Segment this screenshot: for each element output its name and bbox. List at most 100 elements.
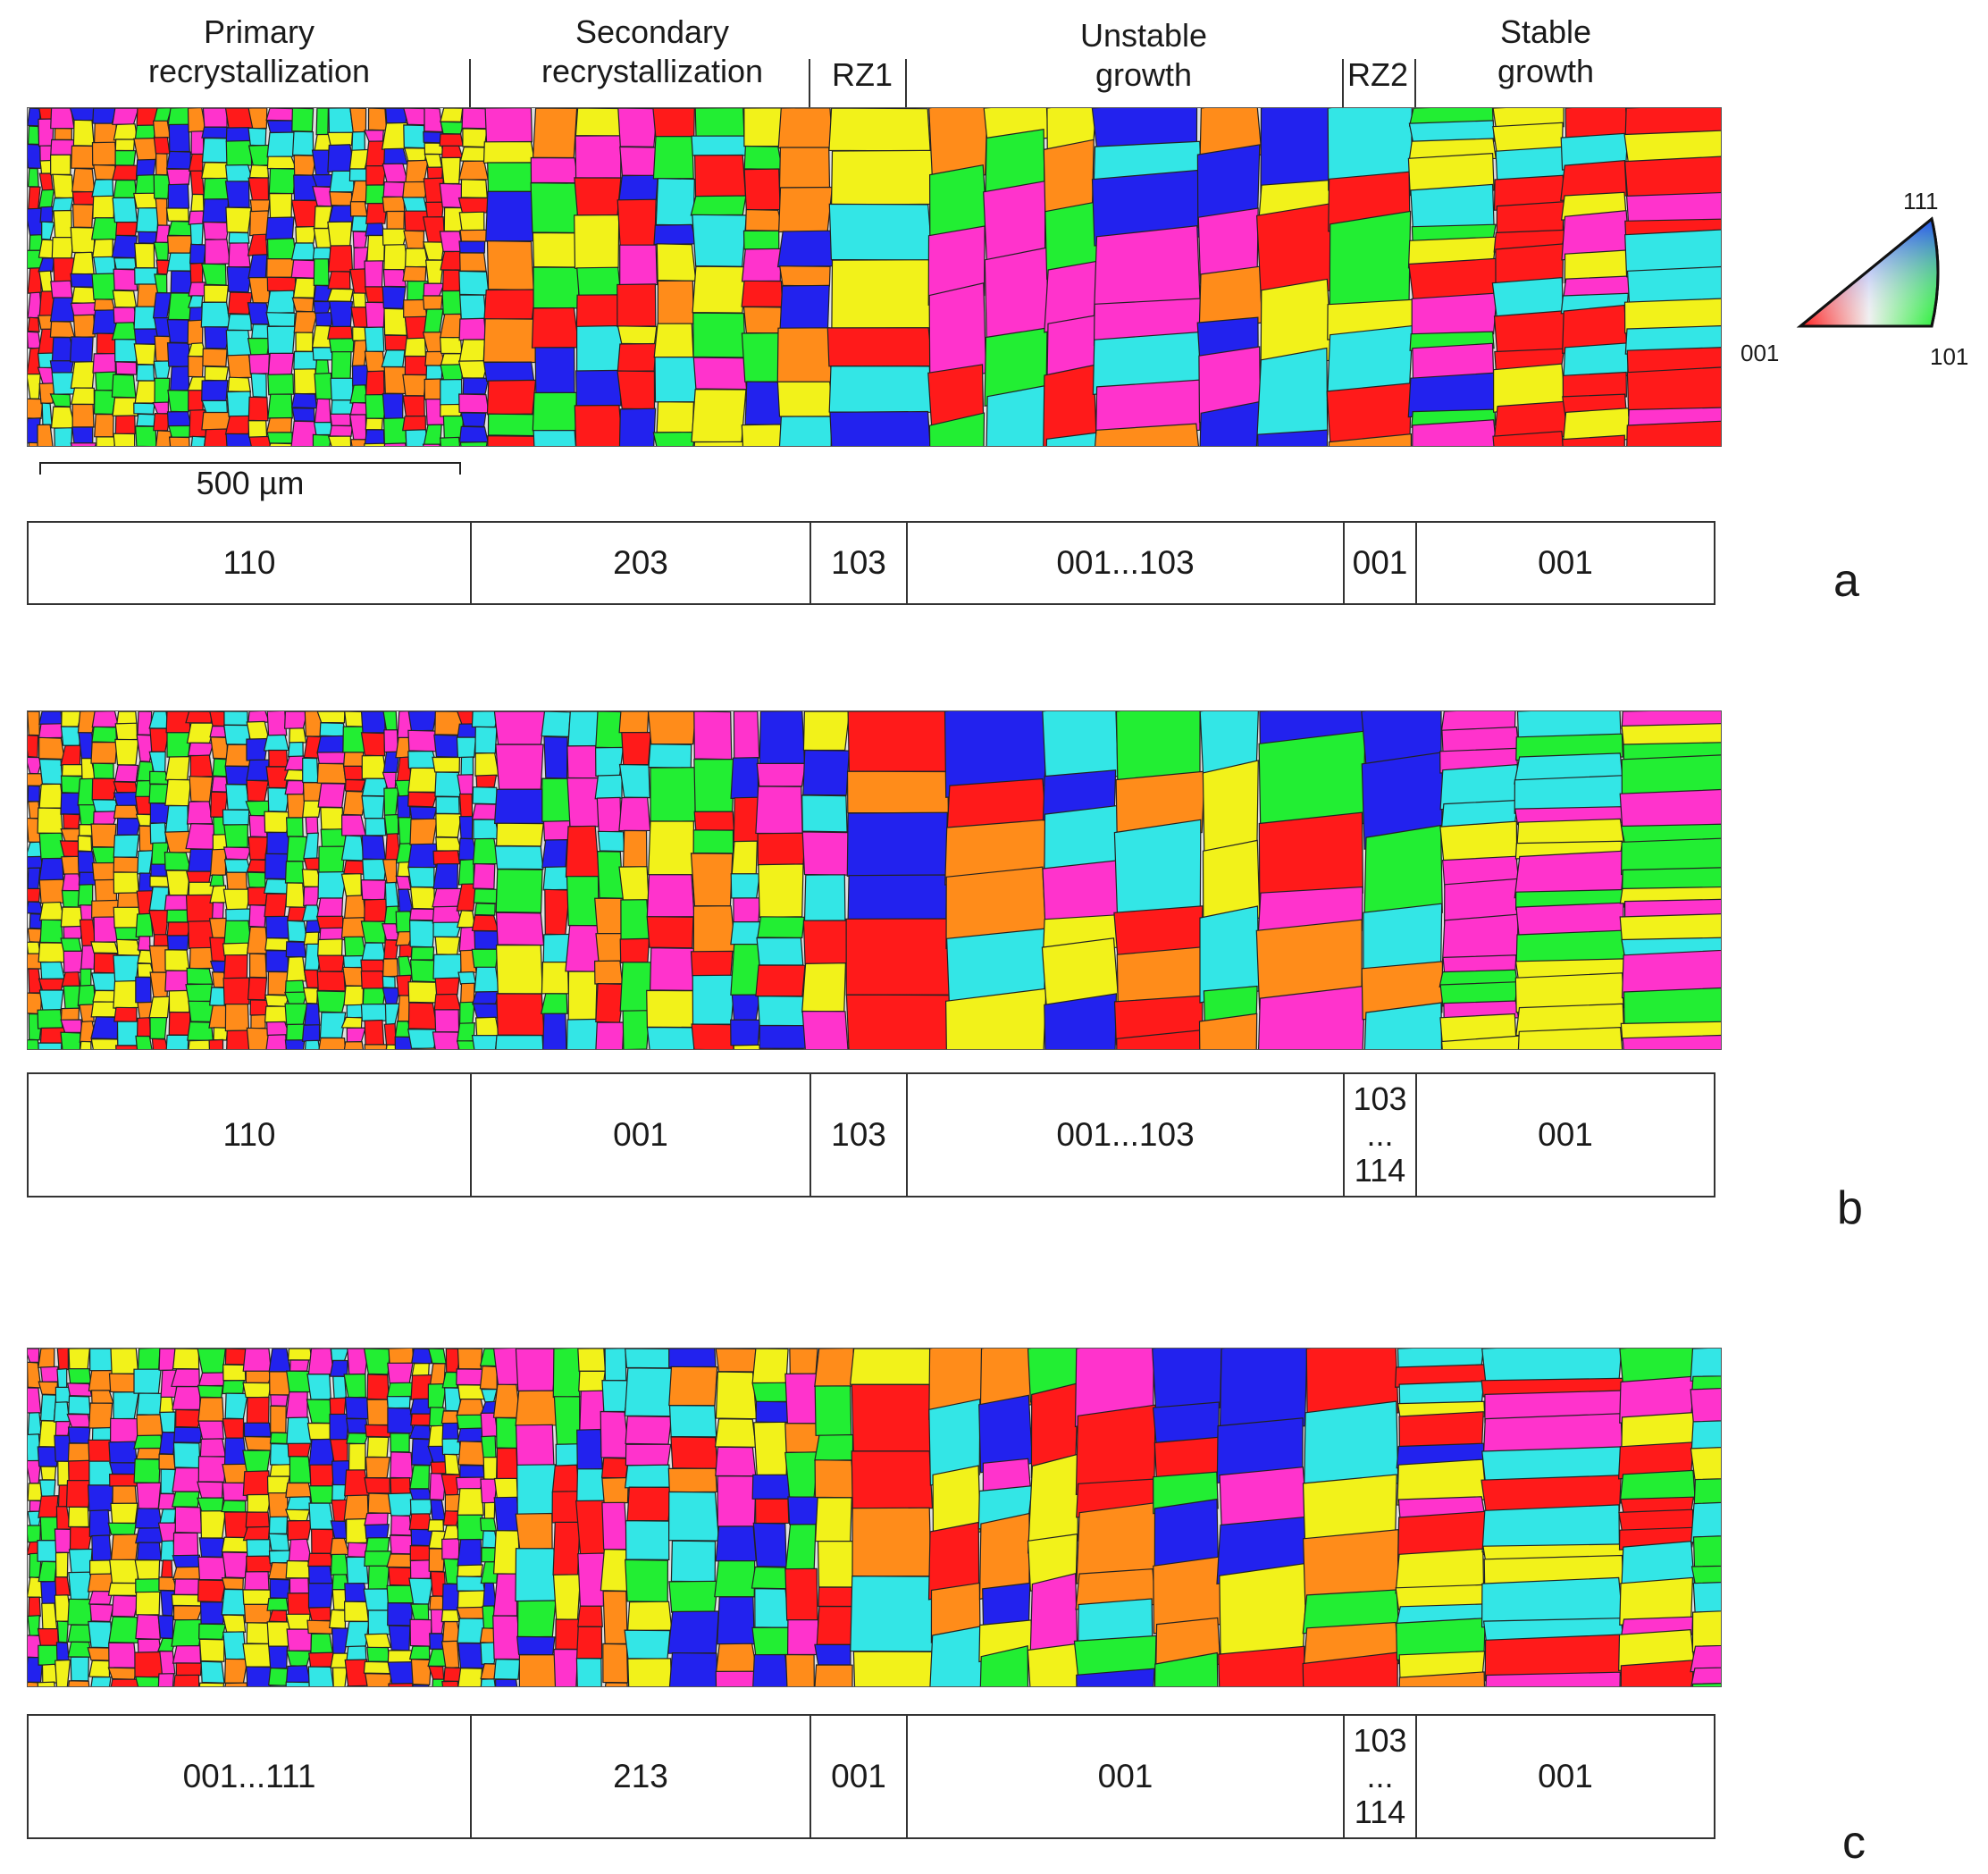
grain <box>112 1485 138 1505</box>
grain <box>165 870 191 896</box>
grain <box>38 382 56 405</box>
grain <box>472 862 496 890</box>
grain <box>814 1433 854 1462</box>
grain <box>250 1013 266 1029</box>
grain <box>330 413 351 427</box>
grain <box>409 1618 433 1647</box>
grain <box>329 190 354 206</box>
orientation-table-c: 001...111 213 001 001 103 ... 114 001 <box>27 1714 1715 1839</box>
grain <box>429 1472 447 1501</box>
grain <box>242 1589 272 1606</box>
grain <box>1440 1035 1521 1049</box>
grain <box>654 356 697 403</box>
zone-secondary-line1: Secondary <box>575 13 730 50</box>
grain <box>395 875 412 891</box>
grain <box>364 429 385 445</box>
grain <box>38 1381 59 1396</box>
grain <box>59 840 81 858</box>
grain <box>166 732 192 758</box>
zone-label-stable: Stable growth <box>1421 13 1671 91</box>
grain <box>204 366 230 382</box>
grain <box>407 1002 438 1030</box>
grain <box>72 119 95 147</box>
grain <box>169 366 190 391</box>
grain <box>164 755 190 781</box>
grain <box>38 189 55 209</box>
grain <box>268 1609 288 1623</box>
grain <box>28 1525 41 1543</box>
grain <box>246 1396 270 1424</box>
grain <box>430 1461 447 1475</box>
grain <box>544 888 571 936</box>
grain <box>166 411 192 427</box>
grain <box>269 442 296 446</box>
grain <box>70 302 97 317</box>
grain <box>91 179 114 197</box>
grain <box>366 234 386 262</box>
grain <box>49 360 75 374</box>
grain <box>285 1482 313 1499</box>
grain <box>185 711 214 724</box>
grain <box>174 1506 203 1534</box>
grain <box>37 1627 60 1646</box>
grain <box>49 321 76 339</box>
grain <box>567 971 598 1021</box>
grain <box>456 1368 484 1386</box>
grain <box>152 120 172 139</box>
stack-bot: 114 <box>1354 1152 1406 1189</box>
stack-mid: ... <box>1366 1758 1394 1794</box>
grain <box>185 894 215 922</box>
grain <box>304 943 323 971</box>
grain <box>286 1628 313 1651</box>
grain <box>1116 1029 1204 1049</box>
grain <box>61 855 80 876</box>
grain <box>755 1400 791 1424</box>
grain <box>165 150 191 170</box>
grain <box>112 290 138 308</box>
grain <box>439 336 463 355</box>
grain <box>366 1436 390 1458</box>
grain <box>715 1670 758 1686</box>
grain <box>1328 433 1413 446</box>
grain <box>1620 837 1721 876</box>
grain <box>228 242 251 268</box>
grain <box>168 1011 191 1036</box>
grain <box>346 1417 369 1434</box>
grain <box>730 1019 760 1046</box>
grain <box>222 888 252 911</box>
grain <box>28 143 43 170</box>
grain <box>189 946 215 970</box>
grain <box>593 960 624 985</box>
grain <box>340 835 365 861</box>
grain <box>390 1515 413 1536</box>
grain <box>290 392 318 409</box>
grain <box>407 791 438 808</box>
grain <box>293 368 317 395</box>
grain <box>134 173 157 195</box>
grain <box>458 211 485 231</box>
grain <box>223 724 251 745</box>
table-cell: 103 <box>811 1074 908 1196</box>
grain <box>533 266 580 309</box>
grain <box>202 348 228 367</box>
grain <box>817 1541 855 1588</box>
grain <box>190 130 205 155</box>
grain <box>314 372 334 400</box>
grain <box>197 1497 224 1512</box>
grain <box>742 306 783 334</box>
grain <box>408 1645 431 1660</box>
grain <box>624 1367 673 1417</box>
grain <box>224 181 250 208</box>
grain <box>407 729 439 752</box>
grain <box>566 1018 600 1049</box>
grain <box>149 1016 168 1039</box>
grain <box>440 156 461 185</box>
grain <box>38 1560 57 1583</box>
grain <box>55 1551 69 1578</box>
grain <box>386 1382 415 1398</box>
grain <box>327 325 353 340</box>
grain <box>744 381 783 426</box>
grain <box>246 759 270 782</box>
grain <box>137 1349 161 1371</box>
grain <box>50 280 73 299</box>
